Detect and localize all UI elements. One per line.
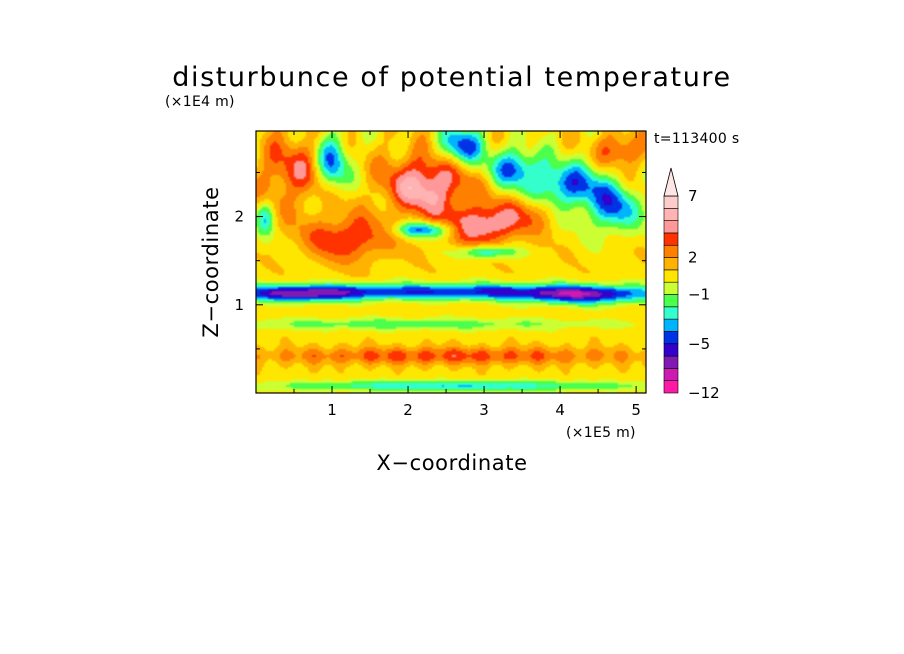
x-tick-label: 4 xyxy=(555,401,565,419)
colorbar-extension xyxy=(663,167,679,197)
time-label: t=113400 s xyxy=(654,131,739,147)
plot-area xyxy=(255,130,647,394)
colorbar-label: −12 xyxy=(688,384,720,402)
colorbar-swatch xyxy=(663,318,679,332)
contour-field xyxy=(256,131,646,393)
y-axis: 12 xyxy=(234,171,646,350)
colorbar-swatch xyxy=(663,257,679,271)
colorbar: −12−5−127 xyxy=(663,167,720,402)
colorbar-swatch xyxy=(663,343,679,357)
x-tick-label: 1 xyxy=(327,401,337,419)
colorbar-label: 2 xyxy=(688,249,698,267)
colorbar-swatch xyxy=(663,368,679,381)
colorbar-swatch xyxy=(663,195,679,209)
colorbar-label: −1 xyxy=(688,286,710,304)
colorbar-swatch xyxy=(663,220,679,234)
y-tick-label: 1 xyxy=(234,296,244,314)
colorbar-swatch xyxy=(663,232,679,246)
x-unit-label: (×1E5 m) xyxy=(566,425,636,441)
colorbar-swatch xyxy=(663,294,679,308)
colorbar-swatch xyxy=(663,208,679,221)
y-axis-label: Z−coordinate xyxy=(199,186,223,337)
colorbar-swatch xyxy=(663,355,679,369)
colorbar-swatch xyxy=(663,281,679,295)
colorbar-swatch xyxy=(663,306,679,320)
colorbar-swatch xyxy=(663,244,679,258)
colorbar-label: −5 xyxy=(688,335,710,353)
x-tick-label: 5 xyxy=(631,401,641,419)
x-axis: 1 2 3 4 5 xyxy=(293,131,641,419)
x-tick-label: 3 xyxy=(479,401,489,419)
chart-title: disturbunce of potential temperature xyxy=(172,62,732,93)
colorbar-swatch xyxy=(663,331,679,345)
x-axis-label: X−coordinate xyxy=(376,451,527,475)
colorbar-swatch xyxy=(663,269,679,283)
y-tick-label: 2 xyxy=(234,208,244,226)
y-unit-label: (×1E4 m) xyxy=(165,94,235,110)
plot-frame xyxy=(255,130,647,394)
colorbar-swatch xyxy=(663,380,679,394)
x-tick-label: 2 xyxy=(403,401,413,419)
colorbar-label: 7 xyxy=(688,187,698,205)
